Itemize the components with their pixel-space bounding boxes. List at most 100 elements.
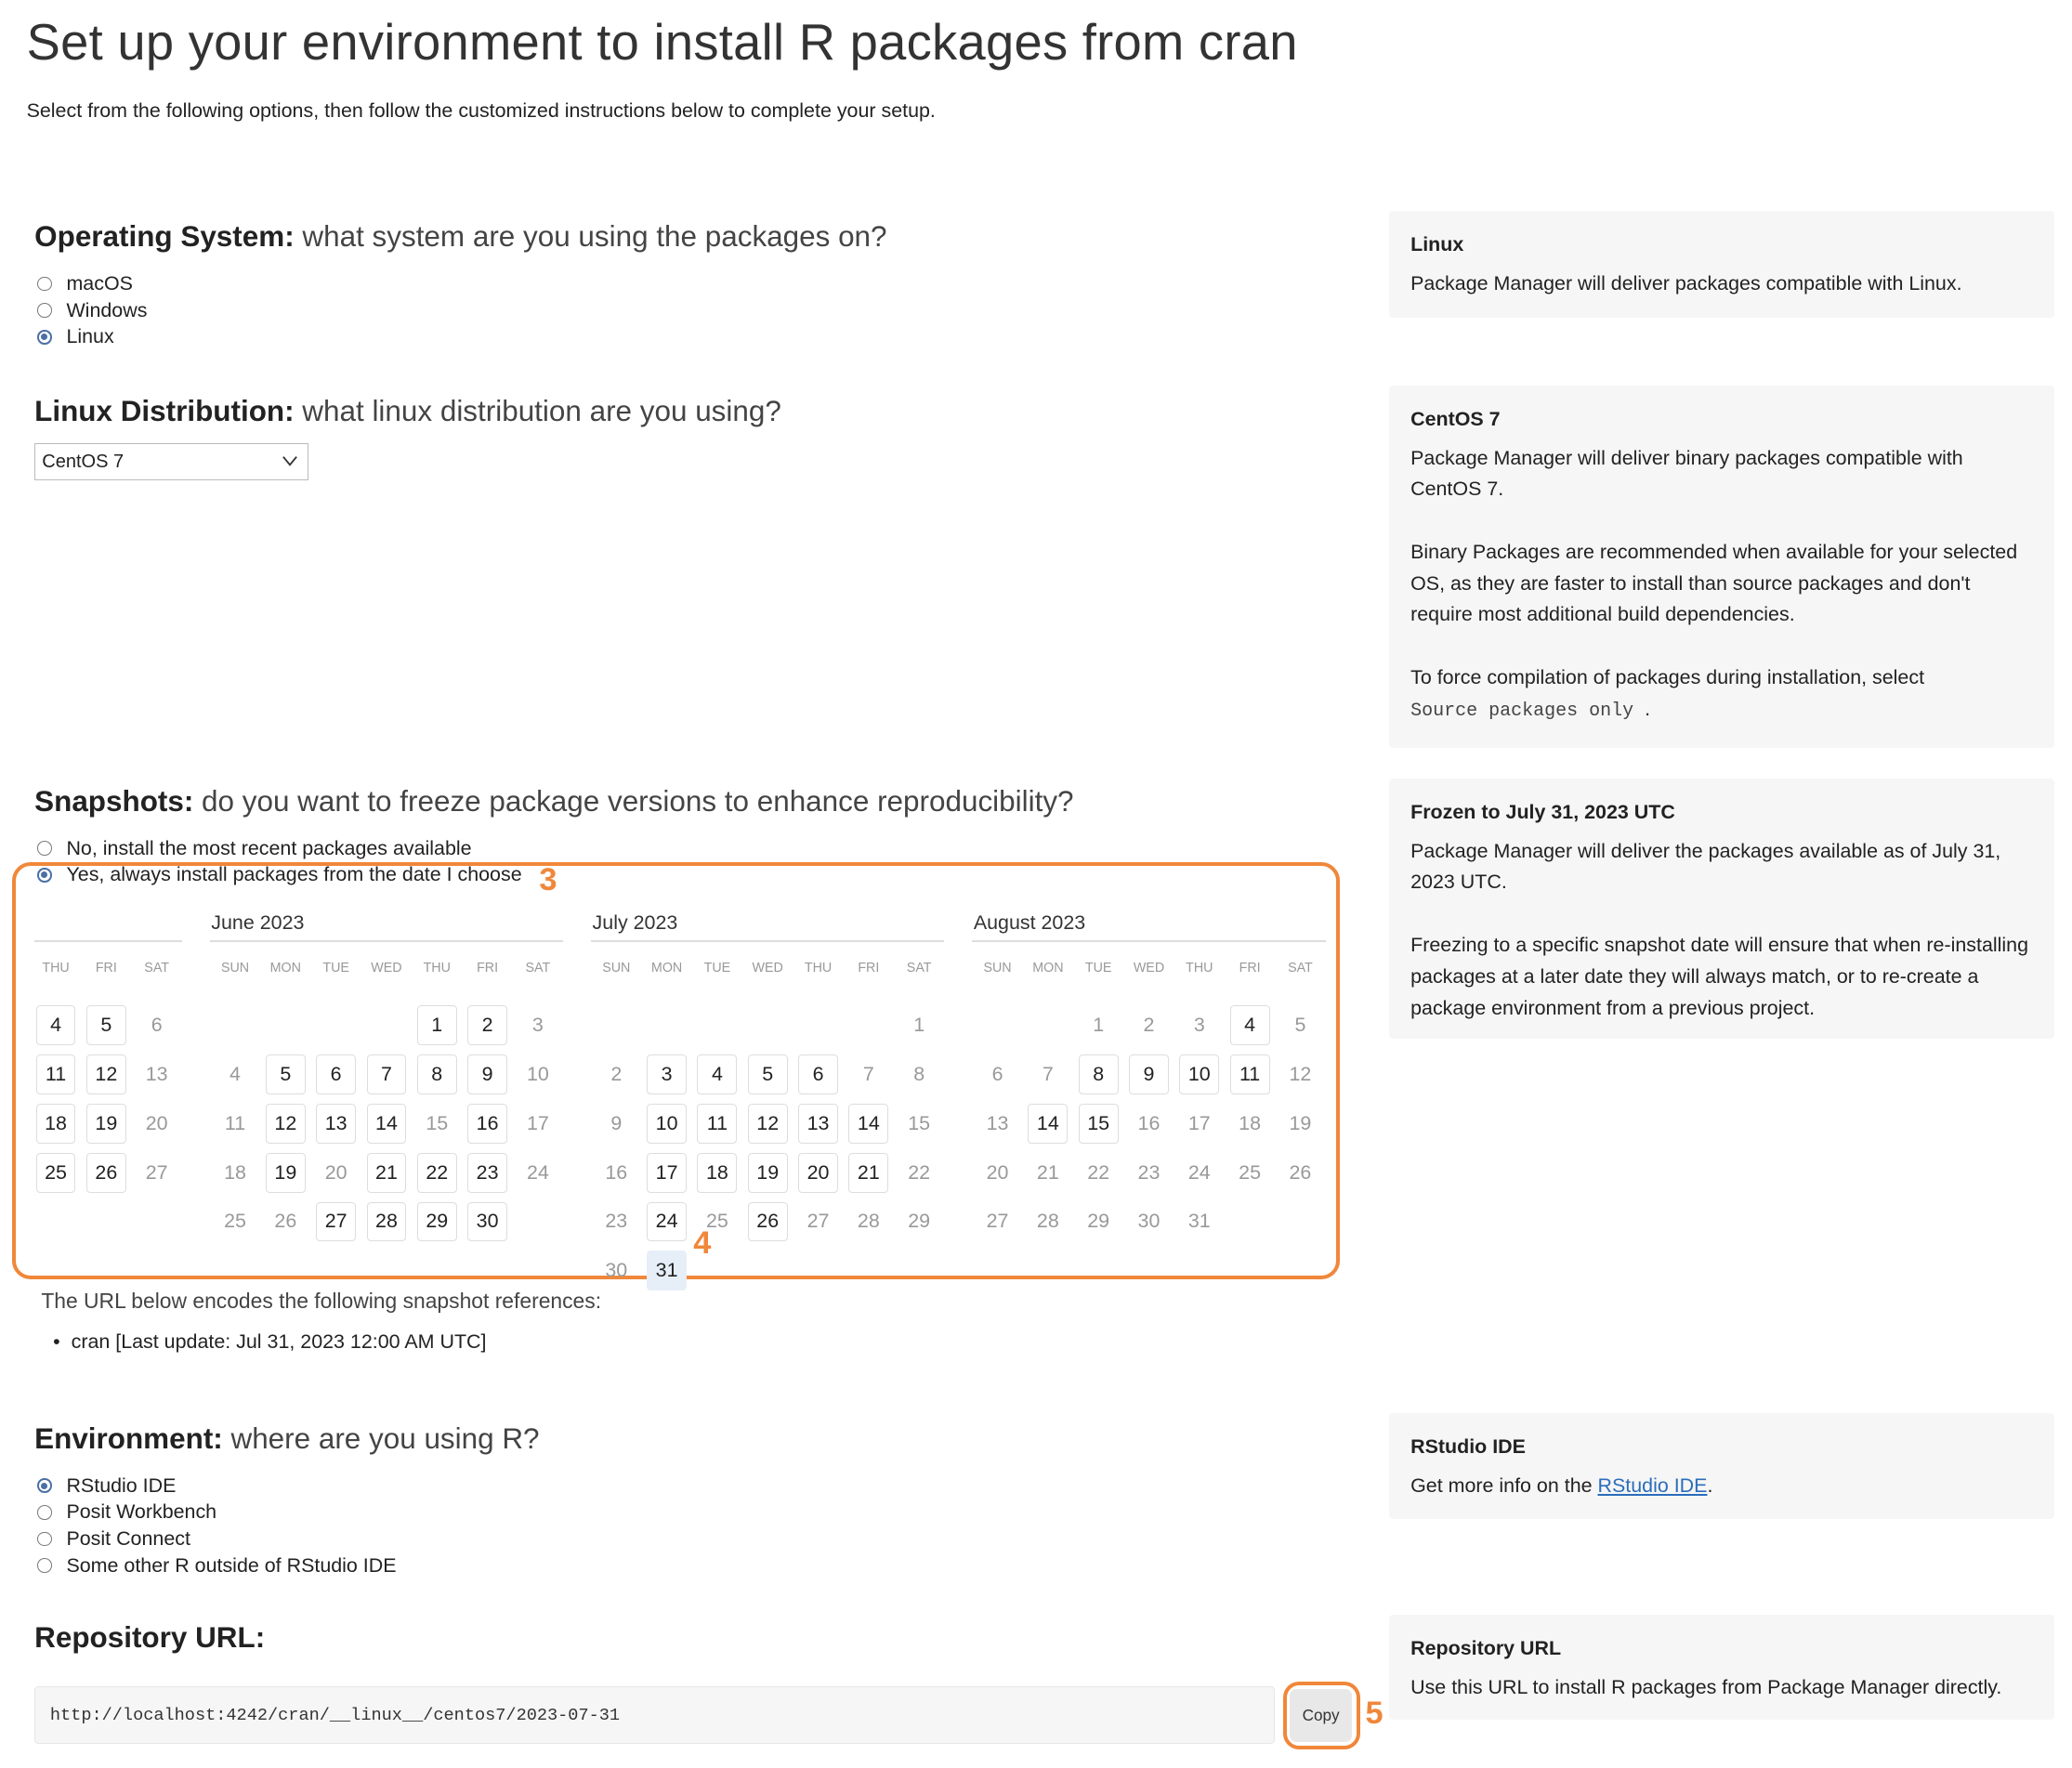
- radio-snapshot-no[interactable]: No, install the most recent packages ava…: [37, 837, 472, 860]
- calendar-cell: 18: [692, 1148, 742, 1198]
- calendar-day-unavailable: 24: [526, 1160, 549, 1184]
- calendar-day-available[interactable]: 6: [798, 1054, 838, 1094]
- calendar-day-available[interactable]: 7: [366, 1054, 407, 1094]
- calendar-day-available[interactable]: 24: [647, 1201, 688, 1242]
- weekday-label: TUE: [322, 961, 349, 976]
- calendar-day-available[interactable]: 21: [366, 1152, 407, 1193]
- calendar-day-available[interactable]: 28: [366, 1201, 407, 1242]
- calendar-day-available[interactable]: 5: [265, 1054, 306, 1094]
- calendar-day-available[interactable]: 11: [35, 1054, 76, 1094]
- rstudio-ide-link[interactable]: RStudio IDE: [1597, 1474, 1708, 1498]
- radio-windows[interactable]: Windows: [37, 299, 147, 322]
- calendar-day-available[interactable]: 6: [316, 1054, 357, 1094]
- calendar-day-available[interactable]: 1: [416, 1004, 457, 1045]
- calendar-cell: 11: [1225, 1050, 1275, 1099]
- radio-other-r[interactable]: Some other R outside of RStudio IDE: [37, 1554, 397, 1578]
- calendar-cell: 27: [310, 1198, 361, 1247]
- calendar-day-available[interactable]: 26: [747, 1201, 788, 1242]
- calendar-day-available[interactable]: 19: [265, 1152, 306, 1193]
- calendar-day-available[interactable]: 5: [747, 1054, 788, 1094]
- calendar-day-available[interactable]: 8: [1078, 1054, 1119, 1094]
- copy-button[interactable]: Copy: [1290, 1689, 1353, 1743]
- calendar-day-available[interactable]: 19: [747, 1152, 788, 1193]
- month-name: July 2023: [592, 910, 678, 934]
- calendar-day-available[interactable]: 20: [798, 1152, 838, 1193]
- calendar-cell: [972, 1001, 1022, 1050]
- radio-button[interactable]: [37, 276, 52, 292]
- radio-label: No, install the most recent packages ava…: [66, 836, 472, 859]
- calendar-day-available[interactable]: 21: [848, 1152, 889, 1193]
- calendar-day-available[interactable]: 27: [316, 1201, 357, 1242]
- radio-snapshot-yes[interactable]: Yes, always install packages from the da…: [37, 863, 522, 886]
- repository-url-field[interactable]: http://localhost:4242/cran/__linux__/cen…: [34, 1686, 1276, 1744]
- calendar-day-available[interactable]: 18: [697, 1152, 738, 1193]
- calendar-day-available[interactable]: 14: [1028, 1103, 1069, 1144]
- radio-macos[interactable]: macOS: [37, 272, 133, 295]
- radio-linux[interactable]: Linux: [37, 325, 114, 348]
- calendar-day-available[interactable]: 16: [467, 1103, 508, 1144]
- calendar-day-available[interactable]: 11: [697, 1103, 738, 1144]
- calendar-day-selected[interactable]: 31: [647, 1251, 688, 1291]
- calendar-day-available[interactable]: 30: [467, 1201, 508, 1242]
- calendar-day-unavailable: 20: [324, 1160, 348, 1184]
- radio-button[interactable]: [37, 329, 52, 345]
- distro-select[interactable]: CentOS 7: [34, 443, 308, 481]
- calendar-day-available[interactable]: 4: [697, 1054, 738, 1094]
- calendar-cell: 24: [513, 1148, 563, 1198]
- panel-text: Package Manager will deliver binary pack…: [1410, 446, 1963, 501]
- calendar-day-unavailable: 27: [145, 1160, 168, 1184]
- calendar-day-available[interactable]: 8: [416, 1054, 457, 1094]
- calendar-day-available[interactable]: 26: [85, 1152, 126, 1193]
- calendar-day-available[interactable]: 11: [1229, 1054, 1270, 1094]
- calendar-day-available[interactable]: 10: [1179, 1054, 1220, 1094]
- calendar-day-available[interactable]: 14: [848, 1103, 889, 1144]
- calendar-day-available[interactable]: 4: [35, 1004, 76, 1045]
- calendar-day-available[interactable]: 14: [366, 1103, 407, 1144]
- calendar-cell: 29: [894, 1198, 944, 1247]
- calendar-day-available[interactable]: 12: [85, 1054, 126, 1094]
- calendar-day-available[interactable]: 2: [467, 1004, 508, 1045]
- radio-button[interactable]: [37, 867, 52, 883]
- calendar-cell: 28: [1023, 1198, 1073, 1247]
- radio-button[interactable]: [37, 1531, 52, 1547]
- calendar-day-available[interactable]: 18: [35, 1103, 76, 1144]
- calendar-cell: 11: [210, 1099, 260, 1148]
- calendar-day-available[interactable]: 4: [1229, 1004, 1270, 1045]
- calendar-cell: 13: [793, 1099, 843, 1148]
- calendar-cell: 19: [1275, 1099, 1325, 1148]
- radio-button[interactable]: [37, 1478, 52, 1494]
- calendar-day-available[interactable]: 23: [467, 1152, 508, 1193]
- radio-button[interactable]: [37, 1504, 52, 1520]
- calendar-cell: 15: [412, 1099, 462, 1148]
- calendar-day-available[interactable]: 3: [647, 1054, 688, 1094]
- radio-posit-workbench[interactable]: Posit Workbench: [37, 1500, 216, 1524]
- calendar-day-available[interactable]: 5: [85, 1004, 126, 1045]
- calendar-day-available[interactable]: 19: [85, 1103, 126, 1144]
- calendar-day-available[interactable]: 29: [416, 1201, 457, 1242]
- radio-posit-connect[interactable]: Posit Connect: [37, 1527, 190, 1551]
- calendar-day-unavailable: 27: [807, 1210, 830, 1233]
- calendar-day-available[interactable]: 12: [747, 1103, 788, 1144]
- calendar-cell: 29: [412, 1198, 462, 1247]
- calendar-day-available[interactable]: 22: [416, 1152, 457, 1193]
- panel-text: Binary Packages are recommended when ava…: [1410, 541, 2018, 626]
- calendar-day-available[interactable]: 9: [1129, 1054, 1169, 1094]
- calendar-day-available[interactable]: 12: [265, 1103, 306, 1144]
- radio-button[interactable]: [37, 1558, 52, 1573]
- calendar-month: THU FRI SAT 4 5 6 11 12 13 18 19 20 25 26 27: [31, 911, 182, 1198]
- snapshot-note: The URL below encodes the following snap…: [41, 1288, 602, 1313]
- calendar-day-available[interactable]: 25: [35, 1152, 76, 1193]
- calendar-day-available[interactable]: 17: [647, 1152, 688, 1193]
- calendar-day-available[interactable]: 15: [1078, 1103, 1119, 1144]
- calendar-day-available[interactable]: 10: [647, 1103, 688, 1144]
- calendar-day-available[interactable]: 9: [467, 1054, 508, 1094]
- radio-rstudio-ide[interactable]: RStudio IDE: [37, 1474, 176, 1498]
- radio-button[interactable]: [37, 841, 52, 856]
- calendar-cell: 30: [1123, 1198, 1174, 1247]
- calendar-cell: 28: [361, 1198, 412, 1247]
- calendar-day-available[interactable]: 13: [798, 1103, 838, 1144]
- calendar-cell: 21: [361, 1148, 412, 1198]
- snapshots-heading: Snapshots: do you want to freeze package…: [34, 784, 1074, 818]
- radio-button[interactable]: [37, 303, 52, 318]
- calendar-day-available[interactable]: 13: [316, 1103, 357, 1144]
